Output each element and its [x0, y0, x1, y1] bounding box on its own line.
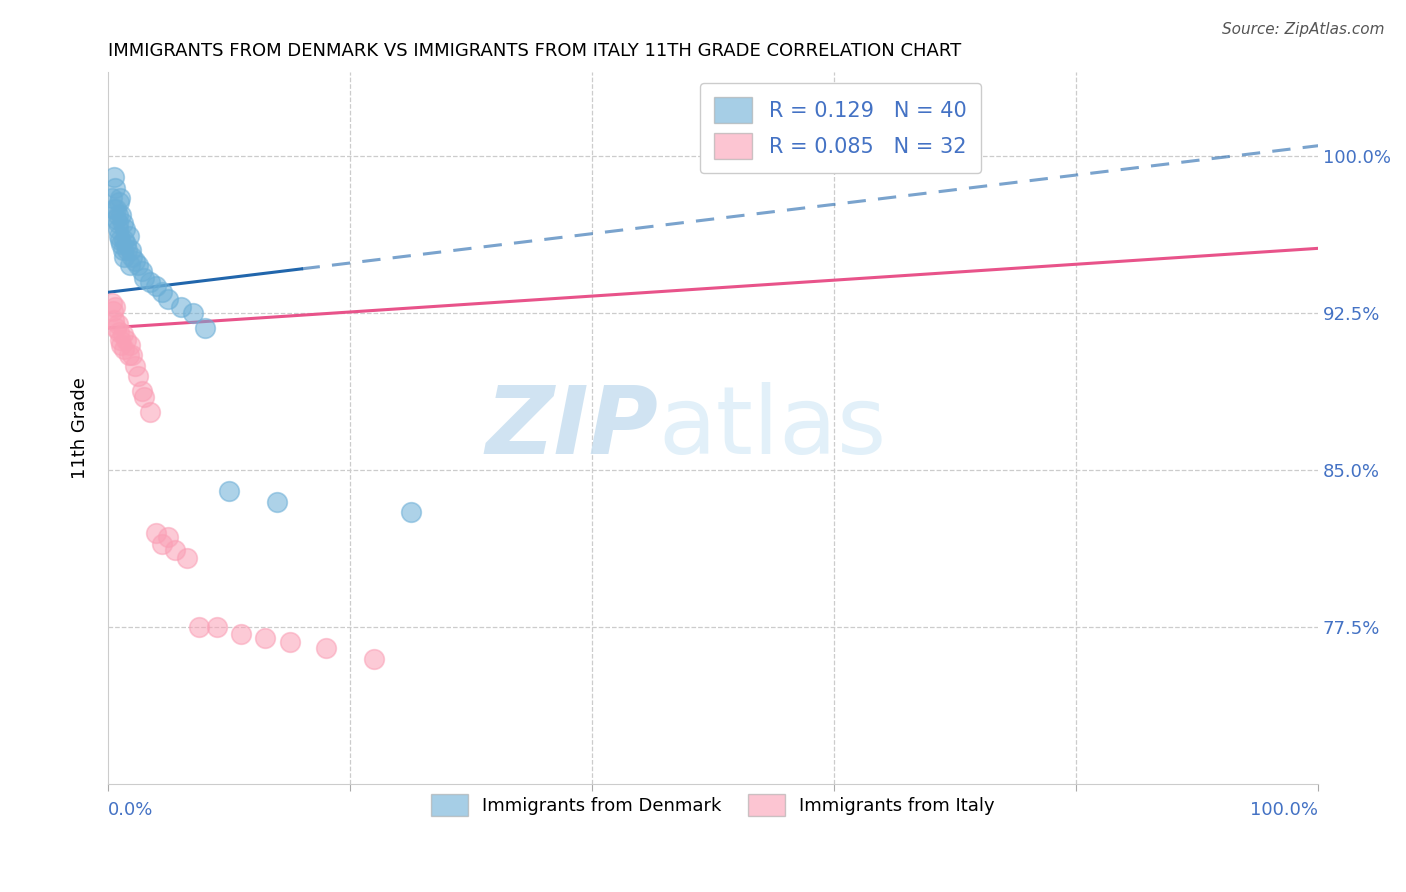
Point — [112, 342, 135, 356]
Point — [104, 180, 127, 194]
Point — [118, 258, 141, 272]
Point — [218, 484, 240, 499]
Point — [105, 202, 128, 216]
Point — [112, 233, 135, 247]
Point — [131, 264, 153, 278]
Point — [108, 233, 131, 247]
Point — [315, 641, 337, 656]
Point — [108, 191, 131, 205]
Point — [107, 208, 129, 222]
Point — [229, 626, 252, 640]
Point — [194, 321, 217, 335]
Point — [254, 631, 277, 645]
Point — [100, 295, 122, 310]
Text: Source: ZipAtlas.com: Source: ZipAtlas.com — [1222, 22, 1385, 37]
Point — [111, 244, 134, 258]
Point — [121, 250, 143, 264]
Point — [104, 300, 127, 314]
Point — [112, 250, 135, 264]
Point — [363, 652, 385, 666]
Point — [110, 237, 132, 252]
Text: 0.0%: 0.0% — [108, 801, 153, 819]
Point — [108, 195, 131, 210]
Point — [118, 337, 141, 351]
Point — [117, 244, 139, 258]
Point — [108, 228, 131, 243]
Point — [121, 348, 143, 362]
Point — [145, 526, 167, 541]
Point — [101, 304, 124, 318]
Text: 100.0%: 100.0% — [1250, 801, 1319, 819]
Point — [152, 536, 174, 550]
Point — [157, 530, 180, 544]
Point — [124, 359, 146, 373]
Point — [139, 275, 162, 289]
Point — [115, 334, 138, 348]
Point — [124, 253, 146, 268]
Point — [157, 292, 180, 306]
Point — [266, 494, 288, 508]
Point — [108, 334, 131, 348]
Point — [399, 505, 422, 519]
Point — [278, 635, 301, 649]
Legend: Immigrants from Denmark, Immigrants from Italy: Immigrants from Denmark, Immigrants from… — [422, 785, 1004, 825]
Point — [169, 300, 191, 314]
Point — [117, 348, 139, 362]
Point — [163, 542, 186, 557]
Point — [107, 222, 129, 236]
Text: atlas: atlas — [658, 383, 887, 475]
Point — [187, 620, 209, 634]
Point — [111, 327, 134, 342]
Point — [103, 312, 125, 326]
Point — [145, 279, 167, 293]
Point — [127, 258, 149, 272]
Point — [134, 270, 156, 285]
Point — [105, 212, 128, 227]
Point — [205, 620, 228, 634]
Point — [107, 216, 129, 230]
Point — [103, 202, 125, 216]
Point — [152, 285, 174, 300]
Point — [120, 244, 142, 258]
Point — [131, 384, 153, 398]
Point — [181, 306, 204, 320]
Text: IMMIGRANTS FROM DENMARK VS IMMIGRANTS FROM ITALY 11TH GRADE CORRELATION CHART: IMMIGRANTS FROM DENMARK VS IMMIGRANTS FR… — [108, 42, 962, 60]
Point — [105, 321, 128, 335]
Point — [115, 237, 138, 252]
Point — [127, 369, 149, 384]
Point — [139, 405, 162, 419]
Point — [103, 170, 125, 185]
Point — [108, 325, 131, 339]
Point — [100, 191, 122, 205]
Point — [114, 222, 136, 236]
Point — [176, 551, 198, 566]
Point — [107, 317, 129, 331]
Y-axis label: 11th Grade: 11th Grade — [72, 377, 89, 479]
Point — [110, 208, 132, 222]
Text: ZIP: ZIP — [485, 383, 658, 475]
Point — [134, 390, 156, 404]
Point — [110, 337, 132, 351]
Point — [111, 216, 134, 230]
Point — [117, 228, 139, 243]
